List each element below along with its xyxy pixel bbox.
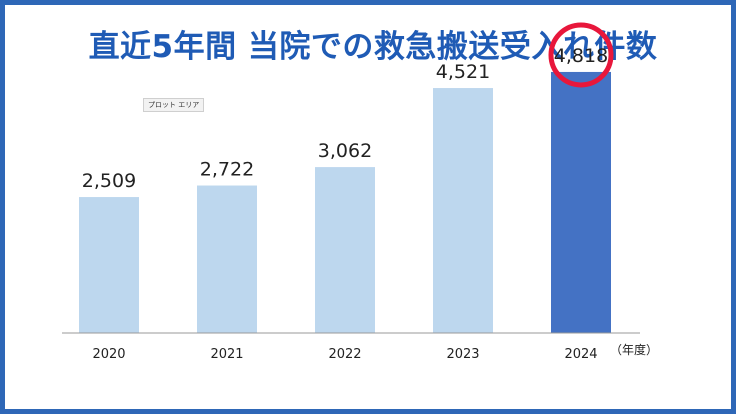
x-tick-label-2020: 2020	[92, 347, 125, 362]
data-label-2021: 2,722	[200, 159, 254, 181]
data-label-2023: 4,521	[436, 61, 490, 83]
data-label-2022: 3,062	[318, 140, 372, 162]
x-axis-unit-label: （年度）	[610, 343, 659, 357]
bar-2023	[433, 88, 493, 333]
x-tick-label-2021: 2021	[210, 347, 243, 362]
chart-title: 直近5年間 当院での救急搬送受入れ件数	[88, 29, 658, 65]
x-tick-label-2023: 2023	[446, 347, 479, 362]
bar-2024	[551, 71, 611, 334]
highlight-circle	[548, 22, 614, 88]
data-label-2024: 4,818	[554, 45, 608, 67]
plot-area-tooltip: プロット エリア	[143, 98, 205, 112]
x-tick-label-2024: 2024	[564, 347, 597, 362]
x-tick-label-2022: 2022	[328, 347, 361, 362]
bar-2021	[197, 185, 257, 333]
data-label-2020: 2,509	[82, 170, 136, 192]
bar-2022	[315, 167, 375, 333]
bar-2020	[79, 197, 139, 333]
